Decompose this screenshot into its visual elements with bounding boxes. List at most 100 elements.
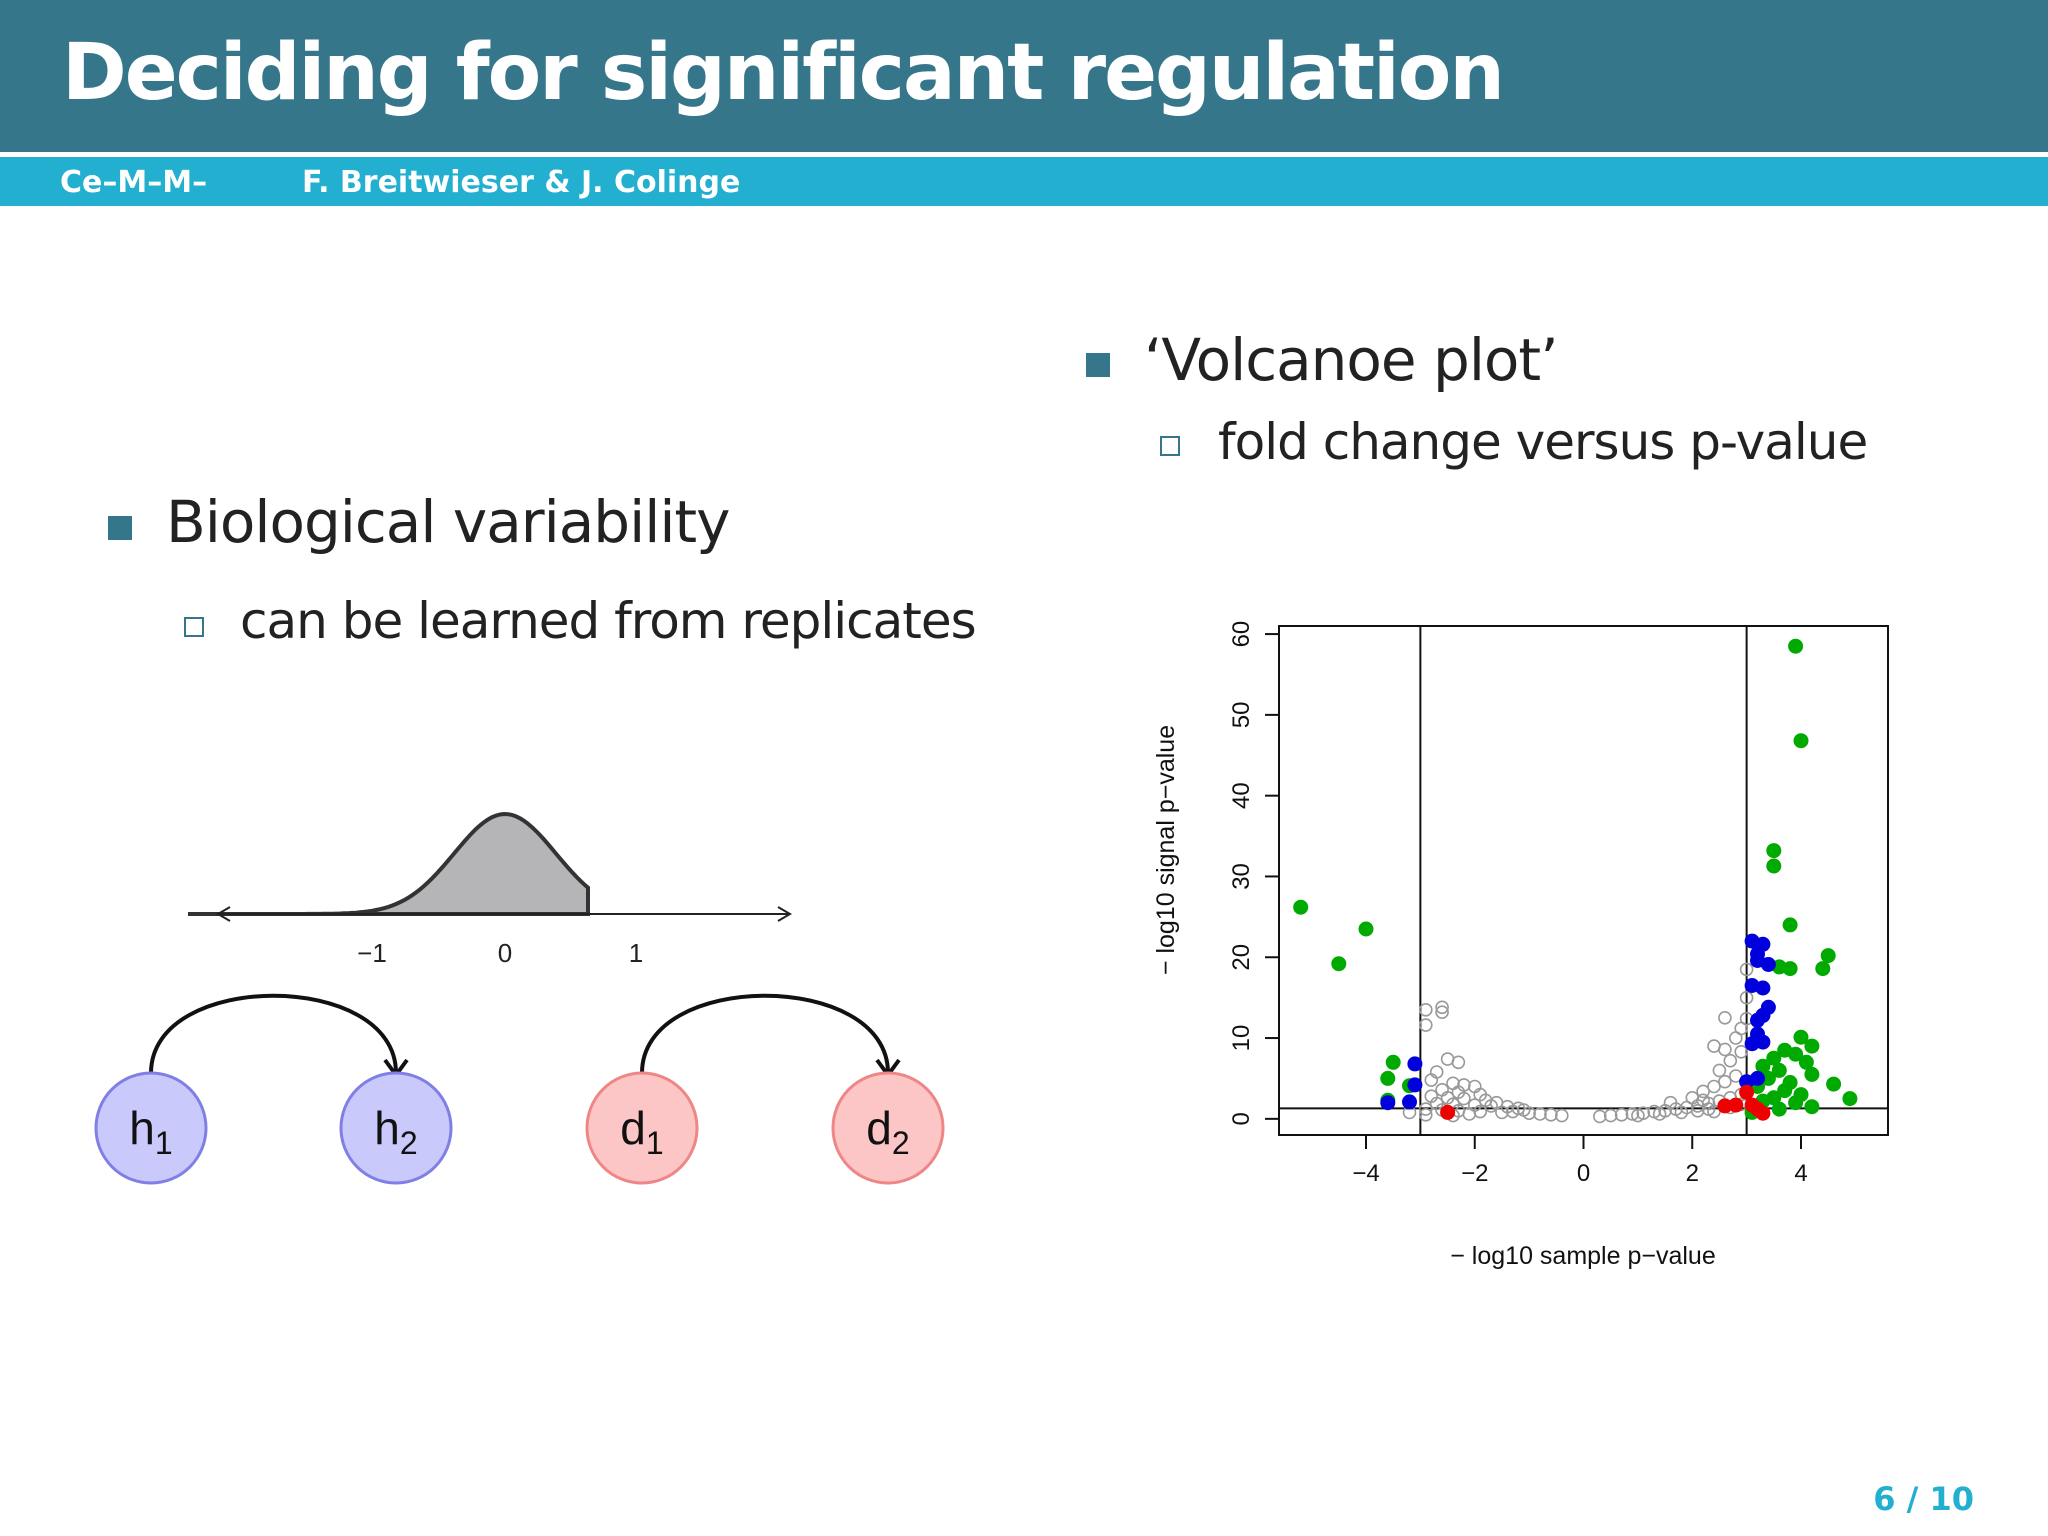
data-point [1788,1095,1804,1111]
data-point [1793,733,1809,749]
data-point [1707,1104,1721,1119]
data-point [1804,1099,1820,1115]
bullet-box-icon [184,617,204,637]
data-point [1440,1104,1456,1120]
disease-replicate-arrow [640,993,890,1074]
node-h1 [94,1071,208,1185]
data-point [1755,980,1771,996]
data-point [1690,1103,1705,1118]
sub-bullet-replicates: can be learned from replicates [240,592,977,650]
y-tick-label: 60 [1228,621,1255,648]
node-d1-label: d1 [620,1102,663,1161]
data-point [1358,921,1374,937]
bullet-box-icon [1160,436,1180,456]
data-point [1495,1105,1509,1120]
y-tick-label: 20 [1228,944,1255,971]
data-point [1331,956,1347,972]
data-point [1777,1083,1793,1099]
node-d2 [831,1071,945,1185]
y-tick-label: 0 [1228,1112,1255,1125]
data-point [1734,1044,1749,1059]
data-point [1744,1036,1760,1052]
node-h1-label: h1 [129,1102,172,1161]
axis-tick-label: 0 [498,938,512,968]
y-tick-label: 50 [1228,702,1255,729]
arrow-right-icon [777,906,792,922]
data-point [1663,1095,1678,1110]
data-point [1544,1107,1558,1122]
data-point [1418,1107,1433,1122]
bell-curve [188,811,590,916]
data-point [1418,1102,1433,1116]
data-point [1788,638,1804,654]
data-point [1804,1066,1820,1082]
data-point [1815,961,1831,977]
data-point [1804,1038,1820,1054]
data-point [1712,1063,1727,1078]
node-h2 [339,1071,453,1185]
axis-tick-label: −1 [357,938,387,968]
data-point [1755,1105,1771,1121]
data-point [1771,1062,1787,1078]
data-point [1418,1002,1433,1017]
title-divider [0,152,2048,157]
bullet-volcano-plot: ‘Volcanoe plot’ [1144,326,1559,394]
data-point [1385,1054,1401,1070]
data-point [1407,1077,1423,1093]
data-point [1782,961,1798,977]
x-tick-label: 0 [1577,1160,1590,1187]
data-point [1771,1101,1787,1117]
plot-frame [1278,625,1889,1136]
sub-bullet-fold-change: fold change versus p-value [1218,413,1868,471]
data-point [1674,1105,1689,1120]
bullet-square-icon [108,516,132,540]
data-point [1798,1054,1814,1070]
data-point [1766,1050,1782,1066]
y-tick-label: 10 [1228,1025,1255,1052]
data-point [1451,1055,1466,1070]
data-point [1554,1108,1569,1123]
slide-title: Deciding for significant regulation [62,28,1505,118]
variability-diagram: −1 0 1 h1 h2 d1 d2 [94,811,945,1185]
axis-tick-label: 1 [629,938,643,968]
data-point [1652,1107,1667,1121]
y-tick-label: 30 [1228,863,1255,890]
title-bar: Deciding for significant regulation [0,0,2048,152]
data-point [1380,1095,1396,1111]
x-tick-label: 4 [1794,1160,1807,1187]
x-tick-label: −4 [1352,1160,1379,1187]
data-point [1760,957,1776,972]
data-point [1842,1091,1858,1107]
data-point [1793,1029,1809,1045]
data-point [1766,858,1782,874]
data-point [1696,1093,1710,1108]
node-d1 [585,1071,699,1185]
data-point [1614,1107,1629,1122]
data-point [1435,1005,1449,1020]
data-point [1696,1084,1710,1099]
bullet-biological-variability: Biological variability [166,488,730,556]
data-point [1457,1091,1471,1106]
data-point [1750,1012,1765,1028]
y-axis-label: − log10 signal p−value [1152,725,1180,975]
data-point [1407,1056,1423,1072]
data-point [1516,1103,1531,1117]
arrow-left-icon [216,906,231,922]
subtitle-bar: Ce–M–M– F. Breitwieser & J. Colinge [0,157,2048,206]
data-point [1723,1053,1738,1068]
data-point [1631,1108,1645,1123]
data-point [1739,962,1754,977]
data-point [1826,1076,1842,1092]
data-point [1533,1107,1547,1121]
data-point [1728,1097,1744,1113]
data-point [1505,1104,1520,1119]
data-point [1380,1070,1396,1086]
x-tick-label: −2 [1461,1160,1488,1187]
data-point [1707,1079,1721,1094]
y-tick-label: 40 [1228,782,1255,809]
data-point [1446,1076,1460,1091]
node-h2-label: h2 [374,1102,417,1161]
data-point [1484,1099,1498,1113]
data-point [1418,1018,1433,1032]
